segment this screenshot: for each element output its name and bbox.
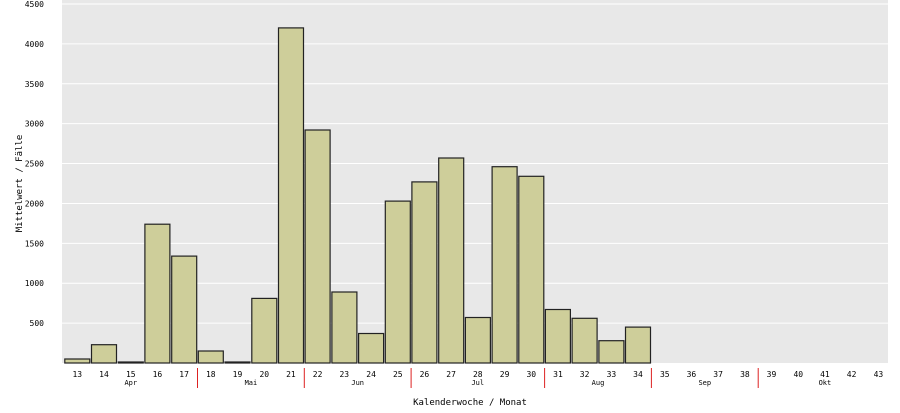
bar-week-34 <box>624 326 652 364</box>
bar-week-15 <box>117 361 144 364</box>
x-tick-label: 32 <box>580 370 590 379</box>
y-tick-label: 1500 <box>25 239 44 248</box>
bar-week-21 <box>277 27 305 364</box>
x-tick-label: 35 <box>660 370 670 379</box>
x-tick-label: 31 <box>553 370 563 379</box>
x-tick-label: 17 <box>179 370 189 379</box>
x-tick-label: 26 <box>420 370 430 379</box>
bar-week-17 <box>171 255 198 364</box>
bars <box>64 27 652 364</box>
month-label: Aug <box>592 379 605 387</box>
y-tick-label: 2000 <box>25 199 44 208</box>
x-tick-label: 34 <box>633 370 643 379</box>
x-tick-label: 15 <box>126 370 136 379</box>
x-tick-label: 38 <box>740 370 750 379</box>
x-tick-label: 41 <box>820 370 830 379</box>
x-tick-label: 30 <box>526 370 536 379</box>
bar-week-29 <box>491 166 518 364</box>
bar-week-28 <box>464 316 491 364</box>
y-axis-ticks: 500 1000 1500 2000 2500 3000 3500 4000 4500 <box>25 0 44 328</box>
bar-week-14 <box>90 344 118 364</box>
x-tick-label: 33 <box>607 370 617 379</box>
bar-week-13 <box>64 358 91 364</box>
bar-week-18 <box>197 350 224 364</box>
bar-week-32 <box>571 317 598 364</box>
x-axis-label: Kalenderwoche / Monat <box>413 398 527 408</box>
y-tick-label: 4500 <box>25 0 44 9</box>
x-tick-label: 39 <box>767 370 777 379</box>
x-tick-label: 18 <box>206 370 216 379</box>
x-tick-label: 20 <box>259 370 269 379</box>
bar-week-26 <box>411 181 438 364</box>
x-axis-ticks: 13 14 15 16 17 18 19 20 21 22 23 24 25 26 27 28 29 30 31 32… <box>72 370 883 379</box>
bar-week-33 <box>598 340 625 364</box>
month-label: Apr <box>124 379 137 387</box>
y-axis-label: Mittelwert / Fälle <box>15 135 25 233</box>
bar-week-24 <box>358 332 385 364</box>
month-label: Jul <box>471 379 484 387</box>
x-tick-label: 24 <box>366 370 376 379</box>
bar-week-30 <box>518 175 545 364</box>
y-tick-label: 3000 <box>25 120 44 129</box>
bar-week-27 <box>438 157 465 364</box>
plot-area <box>62 0 888 363</box>
bar-week-31 <box>544 308 572 364</box>
x-tick-label: 29 <box>500 370 510 379</box>
x-tick-label: 21 <box>286 370 296 379</box>
bar-week-16 <box>144 223 171 364</box>
x-tick-label: 19 <box>233 370 243 379</box>
x-tick-label: 13 <box>72 370 82 379</box>
x-tick-label: 25 <box>393 370 403 379</box>
x-tick-label: 23 <box>339 370 349 379</box>
bar-week-19 <box>224 361 251 364</box>
month-label: Sep <box>698 379 711 387</box>
x-tick-label: 42 <box>847 370 857 379</box>
bar-week-22 <box>304 129 331 364</box>
x-tick-label: 37 <box>713 370 723 379</box>
x-tick-label: 43 <box>874 370 884 379</box>
y-tick-label: 1000 <box>25 279 44 288</box>
bar-week-20 <box>251 297 278 364</box>
y-tick-label: 500 <box>30 319 45 328</box>
y-tick-label: 2500 <box>25 160 44 169</box>
x-tick-label: 27 <box>446 370 456 379</box>
month-label: Mai <box>245 379 258 387</box>
x-tick-label: 36 <box>687 370 697 379</box>
x-tick-label: 28 <box>473 370 483 379</box>
y-tick-label: 4000 <box>25 40 44 49</box>
month-label: Okt <box>819 379 832 387</box>
bar-week-25 <box>384 200 411 364</box>
x-tick-label: 14 <box>99 370 109 379</box>
month-label: Jun <box>351 379 364 387</box>
month-labels: Apr Mai Jun Jul Aug Sep Okt <box>124 368 831 388</box>
gridlines <box>62 3 888 324</box>
x-tick-label: 40 <box>793 370 803 379</box>
y-tick-label: 3500 <box>25 80 44 89</box>
bar-week-23 <box>331 291 358 364</box>
x-tick-label: 22 <box>313 370 323 379</box>
x-tick-label: 16 <box>153 370 163 379</box>
